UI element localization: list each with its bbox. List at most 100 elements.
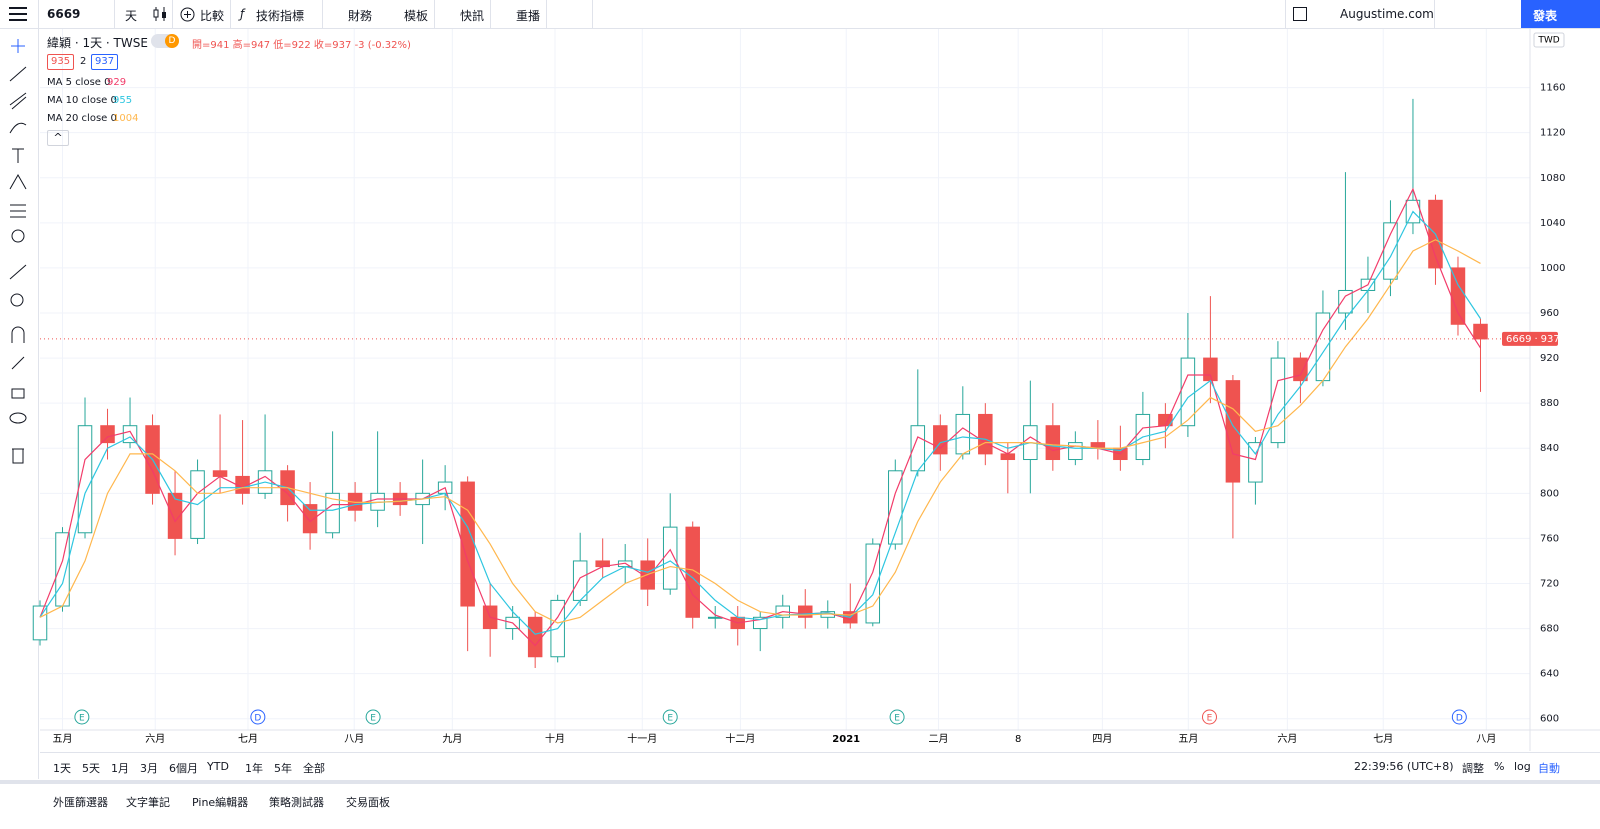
event-marker: E — [74, 709, 90, 725]
range-button[interactable]: 1月 — [111, 762, 129, 775]
layout-name[interactable]: Augustime.com — [1340, 7, 1434, 21]
candle-body — [955, 413, 971, 455]
clock: 22:39:56 (UTC+8) — [1354, 760, 1454, 773]
event-label: E — [667, 714, 673, 724]
event-marker: E — [889, 709, 905, 725]
y-tick-label: 1160 — [1540, 83, 1565, 94]
event-label: D — [254, 714, 261, 724]
range-button[interactable]: 1年 — [245, 762, 263, 775]
event-label: E — [79, 714, 85, 724]
badge: D — [165, 34, 179, 48]
x-tick-label: 8 — [1015, 734, 1021, 745]
ma-value: 1004 — [113, 113, 139, 124]
y-tick-label: 1080 — [1540, 173, 1565, 184]
y-tick-label: 680 — [1540, 624, 1559, 635]
x-tick-label: 五月 — [53, 733, 73, 745]
event-badge — [365, 709, 381, 725]
y-tick-label: 640 — [1540, 669, 1559, 680]
event-badge — [1451, 709, 1467, 725]
chart: TWD 600 640 680 720 760 800 840 880 920 960 1000 10… — [32, 29, 1600, 751]
tab[interactable]: 文字筆記 — [126, 796, 170, 809]
layout-icon[interactable] — [1293, 7, 1307, 21]
candle-body — [100, 425, 115, 444]
range-button[interactable]: 全部 — [303, 762, 325, 775]
log[interactable]: log — [1514, 760, 1531, 773]
x-tick-label: 四月 — [1092, 733, 1112, 745]
candle-body — [1383, 222, 1398, 280]
menu-icon[interactable] — [9, 7, 27, 21]
event-badge — [250, 709, 266, 725]
ma-value: 955 — [113, 95, 133, 106]
ma-value: 929 — [107, 77, 127, 88]
publish-button[interactable]: 發表 — [1533, 9, 1558, 23]
x-tick-label: 十月 — [545, 732, 565, 745]
replay[interactable]: 重播 — [516, 9, 541, 23]
event-marker: E — [662, 709, 678, 725]
candle-body — [865, 543, 881, 624]
candle-body — [572, 560, 588, 601]
candle-body — [55, 532, 70, 607]
event-marker: D — [1451, 709, 1467, 725]
event-label: E — [370, 714, 376, 724]
candle-body — [1000, 453, 1016, 461]
plot — [32, 29, 1530, 730]
auto[interactable]: 自動 — [1538, 762, 1560, 775]
ohlc: 開=941 高=947 低=922 收=937 -3 (-0.32%) — [192, 40, 411, 51]
event-label: E — [1207, 714, 1213, 724]
range-button[interactable]: YTD — [207, 760, 229, 773]
adjust[interactable]: 調整 — [1462, 762, 1484, 775]
financials[interactable]: 財務 — [348, 9, 373, 23]
range-button[interactable]: 5年 — [274, 762, 292, 775]
event-marker: E — [1201, 709, 1217, 725]
event-badge — [662, 709, 678, 725]
symbol[interactable]: 6669 — [47, 7, 81, 21]
range-button[interactable]: 6個月 — [169, 762, 198, 775]
compare-icon[interactable] — [180, 7, 195, 22]
ma-line — [39, 239, 1481, 624]
event-label: E — [894, 714, 900, 724]
y-tick-label: 880 — [1540, 398, 1559, 409]
candle-body — [1045, 425, 1061, 461]
indicators[interactable]: 技術指標 — [256, 9, 305, 23]
candle-body — [1473, 323, 1488, 340]
candle-body — [798, 605, 813, 618]
candle-body — [325, 492, 340, 534]
bid[interactable]: 935 — [47, 54, 75, 70]
last-price-box — [1502, 331, 1558, 346]
percent[interactable]: % — [1494, 760, 1505, 773]
chart-type-icon[interactable] — [153, 7, 167, 21]
spread: 2 — [80, 56, 87, 67]
x-tick-label: 九月 — [442, 733, 462, 745]
x-tick-label: 二月 — [929, 733, 949, 745]
range-button[interactable]: 1天 — [53, 762, 71, 775]
separator: · — [1534, 334, 1537, 345]
tab[interactable]: 交易面板 — [346, 796, 390, 809]
candle-body — [1338, 289, 1353, 314]
tab[interactable]: Pine編輯器 — [192, 796, 249, 809]
x-tick-label: 十一月 — [627, 732, 657, 745]
drawing-toolbar — [9, 39, 27, 464]
ask[interactable]: 937 — [91, 54, 119, 70]
y-tick-label: 720 — [1540, 578, 1559, 589]
event-marker: E — [365, 709, 381, 725]
range-button[interactable]: 5天 — [82, 762, 100, 775]
range-button[interactable]: 3月 — [140, 762, 158, 775]
event-badge — [1201, 709, 1217, 725]
tab[interactable]: 策略測試器 — [269, 796, 324, 809]
x-tick-label: 五月 — [1178, 733, 1198, 745]
compare[interactable]: 比較 — [200, 9, 225, 23]
y-tick-label: 800 — [1540, 488, 1559, 499]
x-tick-label: 十二月 — [725, 732, 755, 745]
candle-body — [302, 504, 318, 534]
tab[interactable]: 外匯篩選器 — [53, 796, 108, 809]
top-toolbar: 6669 天 比較 ƒ 技術指標 財務 模板 快訊 重播 Augustime.c… — [0, 0, 1600, 29]
interval[interactable]: 天 — [125, 9, 138, 23]
alerts[interactable]: 快訊 — [460, 9, 485, 23]
candle-body — [1248, 442, 1263, 483]
x-tick-label: 七月 — [1373, 733, 1393, 745]
y-tick-label: 760 — [1540, 533, 1559, 544]
templates[interactable]: 模板 — [404, 9, 429, 23]
currency[interactable]: TWD — [1537, 36, 1559, 46]
ma-name: MA 5 close 0 — [47, 77, 111, 88]
